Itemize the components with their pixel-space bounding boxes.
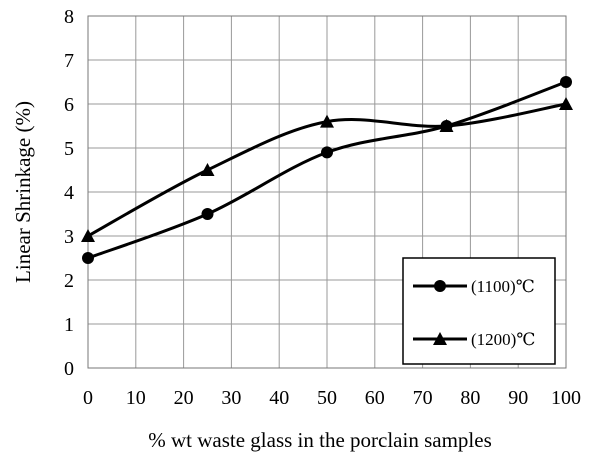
legend-box	[402, 257, 556, 365]
y-tick-label: 3	[64, 226, 74, 248]
y-tick-label: 5	[64, 138, 74, 160]
data-point-triangle	[320, 114, 334, 128]
legend-label: (1100)℃	[471, 277, 535, 296]
x-tick-label: 80	[460, 387, 480, 409]
x-tick-label: 100	[551, 387, 581, 409]
x-tick-label: 60	[365, 387, 385, 409]
series-2	[81, 97, 573, 242]
y-tick-label: 0	[64, 358, 74, 380]
x-axis-ticks: 0 10 20 30 40 50 60 70 80 90 100	[83, 387, 581, 409]
y-axis-title: Linear Shrinkage (%)	[11, 101, 35, 283]
legend: (1100)℃ (1200)℃	[402, 257, 556, 365]
plot-area-border	[87, 15, 567, 369]
series-group	[81, 76, 573, 264]
x-tick-label: 70	[413, 387, 433, 409]
y-tick-label: 2	[64, 270, 74, 292]
data-point-circle	[201, 208, 214, 220]
y-axis-ticks: 0 1 2 3 4 5 6 7 8	[64, 6, 74, 380]
x-tick-label: 10	[126, 387, 146, 409]
legend-item: (1100)℃	[413, 277, 535, 296]
x-tick-label: 20	[174, 387, 194, 409]
plot-border	[87, 15, 567, 369]
data-point-circle	[560, 76, 572, 88]
x-tick-label: 30	[221, 387, 241, 409]
x-tick-label: 40	[269, 387, 289, 409]
y-tick-label: 7	[64, 50, 74, 72]
data-point-triangle	[439, 119, 454, 132]
x-tick-label: 50	[317, 387, 337, 409]
data-point-triangle	[81, 229, 95, 242]
legend-item: (1200)℃	[413, 330, 535, 349]
legend-marker-triangle	[433, 332, 447, 345]
y-tick-label: 1	[64, 314, 74, 336]
data-point-triangle	[559, 97, 573, 110]
y-tick-label: 8	[64, 6, 74, 28]
x-tick-label: 0	[83, 387, 93, 409]
data-point-circle	[321, 146, 333, 159]
legend-marker-circle	[434, 280, 446, 292]
x-axis-title: % wt waste glass in the porclain samples	[148, 428, 492, 452]
y-tick-label: 4	[64, 182, 74, 204]
data-point-circle	[82, 252, 94, 264]
legend-label: (1200)℃	[471, 330, 535, 349]
data-point-triangle	[200, 163, 215, 176]
y-tick-label: 6	[64, 94, 74, 116]
x-tick-label: 90	[508, 387, 528, 409]
